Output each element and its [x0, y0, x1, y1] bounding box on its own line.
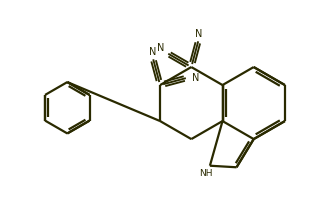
Text: N: N	[195, 29, 202, 39]
Text: N: N	[192, 72, 200, 82]
Text: N: N	[149, 47, 157, 56]
Text: N: N	[157, 42, 165, 52]
Text: NH: NH	[200, 168, 213, 177]
